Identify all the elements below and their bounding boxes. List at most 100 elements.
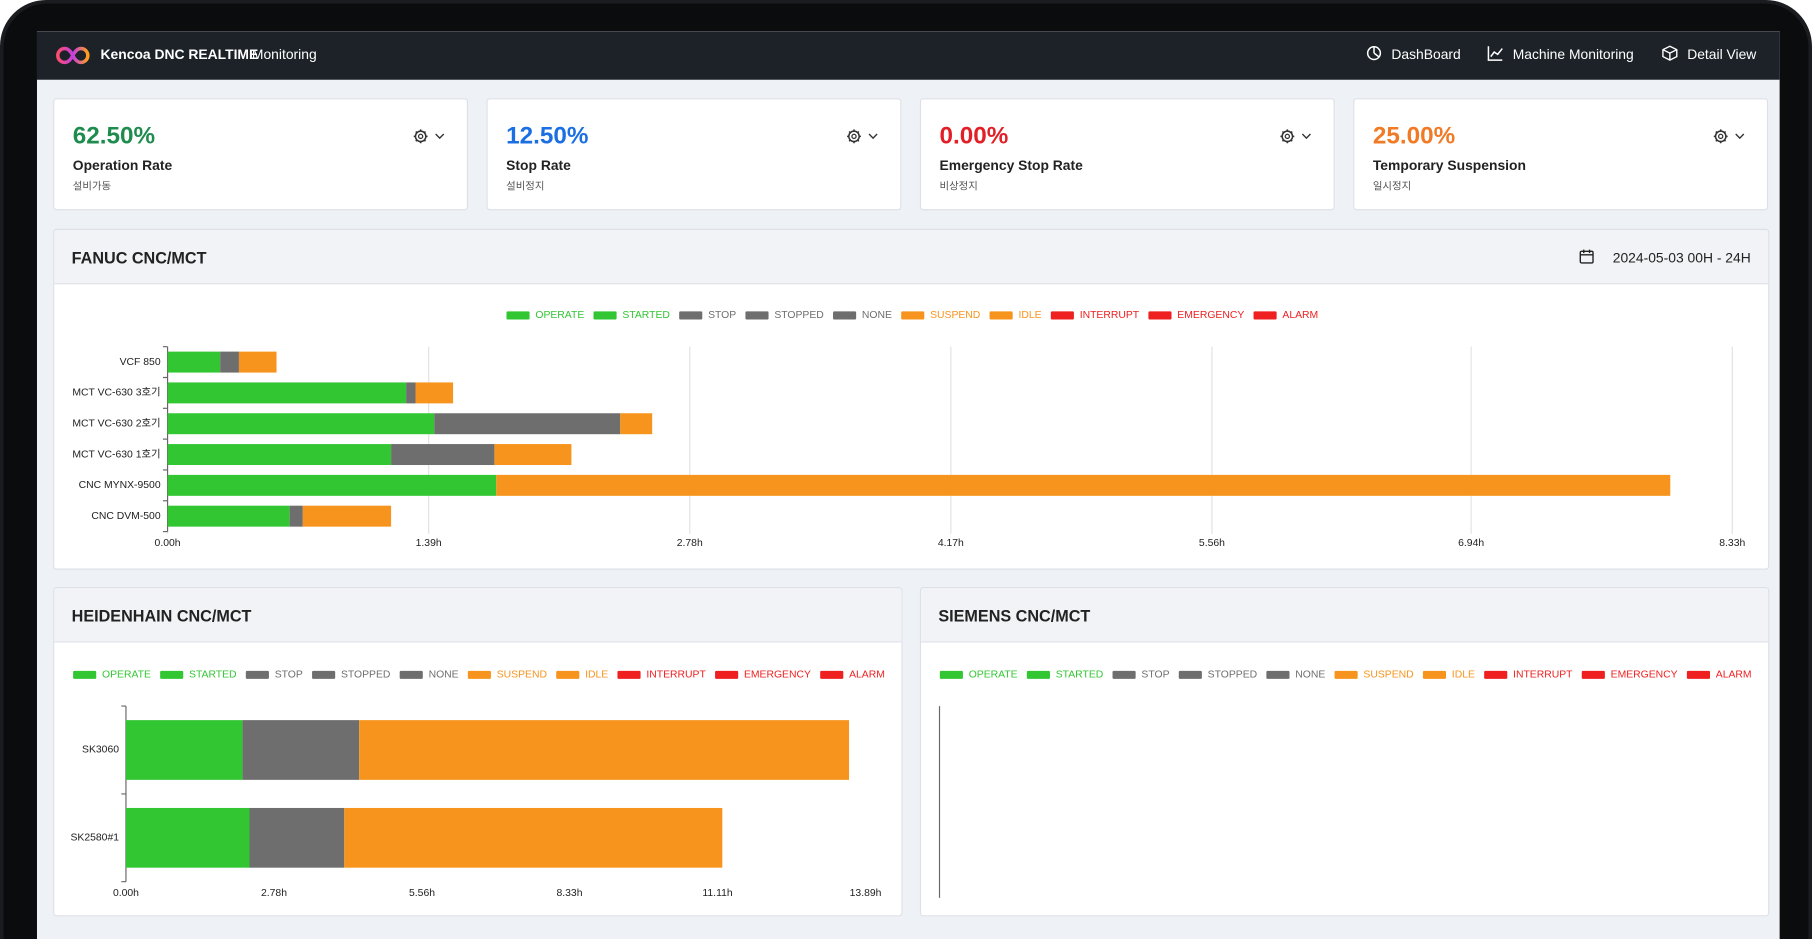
y-tick-label: MCT VC-630 1호기 bbox=[72, 448, 160, 460]
legend-swatch bbox=[833, 311, 857, 320]
y-tick-label: MCT VC-630 3호기 bbox=[72, 387, 160, 399]
legend-label: IDLE bbox=[1018, 310, 1041, 321]
bar-segment bbox=[249, 807, 345, 868]
y-tick-label: CNC DVM-500 bbox=[91, 511, 161, 522]
logo bbox=[56, 46, 90, 65]
legend-swatch bbox=[1050, 311, 1074, 320]
stat-value: 12.50% bbox=[506, 122, 589, 150]
legend-swatch bbox=[1253, 311, 1277, 320]
legend-swatch bbox=[73, 670, 97, 679]
legend-swatch bbox=[989, 311, 1013, 320]
bar-segment bbox=[359, 720, 850, 780]
nav-item[interactable]: DashBoard bbox=[1366, 46, 1461, 62]
screen: Kencoa DNC REALTIME Monitoring DashBoard… bbox=[36, 31, 1780, 939]
x-tick-label: 5.56h bbox=[1199, 538, 1225, 549]
legend-label: STOPPED bbox=[341, 670, 390, 681]
x-tick-label: 2.78h bbox=[261, 888, 287, 899]
nav-icon bbox=[1366, 46, 1382, 61]
legend-label: SUSPEND bbox=[497, 670, 547, 681]
panel: FANUC CNC/MCT 2024-05-03 00H - 24H OPERA… bbox=[53, 228, 1770, 570]
nav-item[interactable]: Detail View bbox=[1662, 45, 1757, 63]
y-tick-label: SK2580#1 bbox=[70, 833, 119, 844]
legend-label: STOPPED bbox=[1208, 670, 1257, 681]
bar-segment bbox=[167, 351, 221, 373]
bar-segment bbox=[494, 444, 572, 466]
stat-value: 62.50% bbox=[72, 122, 156, 150]
x-tick-label: 4.17h bbox=[938, 538, 964, 549]
legend-label: ALARM bbox=[1716, 670, 1752, 681]
legend-swatch bbox=[1112, 670, 1136, 679]
calendar-icon bbox=[1579, 249, 1594, 264]
legend-label: IDLE bbox=[1452, 670, 1475, 681]
stat-card: 0.00% Emergency Stop Rate 비상정지 bbox=[919, 98, 1335, 211]
nav-label: Detail View bbox=[1687, 46, 1757, 63]
nav-label: Machine Monitoring bbox=[1512, 46, 1634, 63]
bar-segment bbox=[167, 474, 497, 496]
chart: OPERATE STARTED STOP STOPPED NONE SUSPEND IDLE… bbox=[72, 310, 1745, 549]
chart: OPERATE STARTED STOP STOPPED NONE SUSPEND IDLE… bbox=[938, 670, 1752, 898]
legend-label: SUSPEND bbox=[930, 310, 980, 321]
stat-value: 25.00% bbox=[1372, 122, 1456, 150]
legend-label: IDLE bbox=[585, 670, 608, 681]
legend-label: STOPPED bbox=[774, 310, 823, 321]
stat-sublabel: 설비가동 bbox=[72, 180, 112, 192]
bar-segment bbox=[496, 474, 1671, 496]
legend-swatch bbox=[1148, 311, 1172, 320]
settings-dropdown[interactable] bbox=[413, 127, 448, 145]
bar-segment bbox=[242, 720, 360, 780]
y-tick-label: SK3060 bbox=[82, 745, 119, 756]
legend-label: OPERATE bbox=[969, 670, 1018, 681]
bar-segment bbox=[391, 444, 495, 466]
bar-segment bbox=[415, 382, 454, 404]
bar-segment bbox=[167, 413, 435, 435]
x-tick-label: 0.00h bbox=[113, 888, 139, 899]
stat-sublabel: 일시정지 bbox=[1372, 180, 1412, 192]
legend-swatch bbox=[506, 311, 530, 320]
legend-label: OPERATE bbox=[102, 670, 151, 681]
legend-label: INTERRUPT bbox=[1080, 310, 1140, 321]
legend-swatch bbox=[745, 311, 769, 320]
bar-segment bbox=[238, 351, 277, 373]
x-tick-label: 13.89h bbox=[850, 888, 882, 899]
legend-swatch bbox=[1484, 670, 1508, 679]
y-tick-label: VCF 850 bbox=[120, 357, 161, 368]
legend-label: INTERRUPT bbox=[646, 670, 706, 681]
settings-dropdown[interactable] bbox=[846, 127, 881, 145]
stat-label: Temporary Suspension bbox=[1372, 157, 1526, 174]
legend-label: INTERRUPT bbox=[1513, 670, 1573, 681]
stat-label: Stop Rate bbox=[506, 157, 571, 174]
bar-segment bbox=[167, 444, 392, 466]
legend-swatch bbox=[399, 670, 423, 679]
legend-label: EMERGENCY bbox=[744, 670, 811, 681]
legend-label: EMERGENCY bbox=[1611, 670, 1678, 681]
panel-header: SIEMENS CNC/MCT bbox=[921, 588, 1769, 643]
panel-title: FANUC CNC/MCT bbox=[71, 248, 207, 267]
settings-dropdown[interactable] bbox=[1713, 127, 1748, 145]
legend-label: EMERGENCY bbox=[1177, 310, 1244, 321]
stat-card: 62.50% Operation Rate 설비가동 bbox=[53, 98, 469, 211]
settings-dropdown[interactable] bbox=[1279, 127, 1314, 145]
legend-swatch bbox=[1178, 670, 1202, 679]
legend-label: STARTED bbox=[1056, 670, 1104, 681]
legend-label: SUSPEND bbox=[1363, 670, 1413, 681]
legend-label: OPERATE bbox=[535, 310, 584, 321]
legend-label: STOP bbox=[275, 670, 303, 681]
legend-label: NONE bbox=[429, 670, 459, 681]
top-bar: Kencoa DNC REALTIME Monitoring DashBoard… bbox=[36, 31, 1780, 80]
date-range[interactable]: 2024-05-03 00H - 24H bbox=[1612, 249, 1751, 266]
bar-segment bbox=[167, 505, 290, 527]
legend-swatch bbox=[820, 670, 844, 679]
nav-item[interactable]: Machine Monitoring bbox=[1487, 46, 1634, 63]
bar-segment bbox=[406, 382, 416, 404]
legend-swatch bbox=[312, 670, 336, 679]
bar-segment bbox=[434, 413, 621, 435]
legend-swatch bbox=[593, 311, 617, 320]
stat-label: Operation Rate bbox=[72, 157, 173, 174]
panel-header: FANUC CNC/MCT 2024-05-03 00H - 24H bbox=[54, 229, 1769, 285]
legend-label: STOP bbox=[708, 310, 736, 321]
legend-label: ALARM bbox=[1282, 310, 1318, 321]
bar-segment bbox=[302, 505, 392, 527]
legend-swatch bbox=[1686, 670, 1710, 679]
